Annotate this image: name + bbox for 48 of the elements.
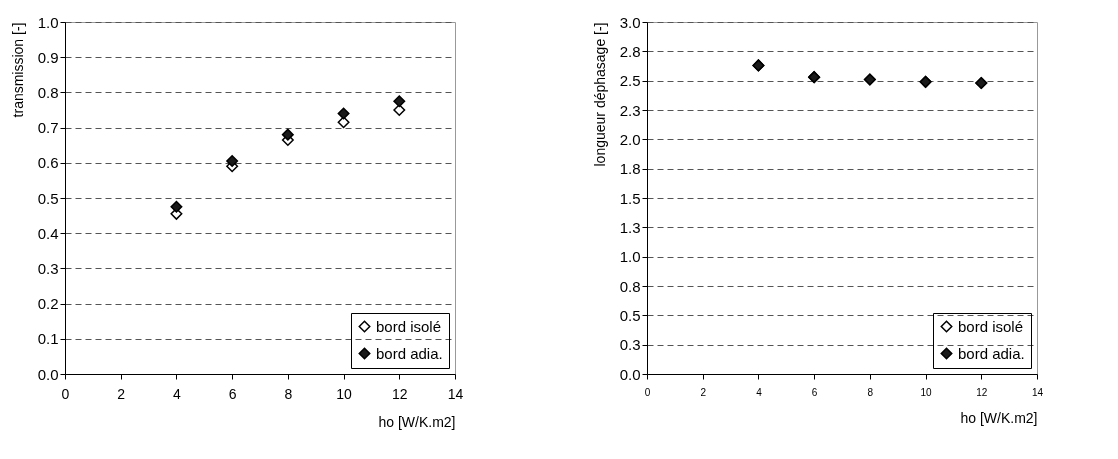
x-tick-label: 2: [117, 385, 126, 402]
y-tick-label: 0.9: [37, 48, 59, 66]
x-tick-label: 14: [1031, 386, 1044, 398]
x-tick-label: 12: [976, 386, 988, 398]
y-tick-label: 0.8: [37, 83, 59, 101]
y-tick-label: 2.5: [619, 72, 641, 90]
legend-label: bord isolé: [958, 317, 1024, 335]
y-tick-label: 2.8: [619, 42, 641, 60]
y-tick-label: 1.3: [619, 218, 641, 236]
legend-label: bord adia.: [958, 344, 1025, 362]
y-tick-label: 1.5: [619, 189, 641, 207]
y-tick-label: 1.0: [619, 248, 641, 266]
y-tick-label: 2.3: [619, 101, 641, 119]
y-tick-label: 3.0: [619, 13, 641, 31]
x-tick-label: 10: [336, 385, 353, 402]
legend-label: bord isolé: [376, 317, 442, 335]
y-tick-label: 0.0: [619, 365, 641, 383]
legend-label: bord adia.: [376, 344, 443, 362]
y-tick-label: 0.5: [37, 189, 59, 207]
y-tick-label: 0.4: [37, 224, 59, 242]
x-tick-label: 10: [920, 386, 933, 398]
y-tick-label: 1.8: [619, 160, 641, 178]
x-axis-title: ho [W/K.m2]: [960, 409, 1038, 426]
y-tick-label: 0.3: [37, 259, 59, 277]
y-axis-title: transmission [-]: [9, 22, 26, 118]
x-tick-label: 6: [228, 385, 237, 402]
y-tick-label: 0.3: [619, 336, 641, 354]
x-tick-label: 12: [392, 385, 408, 402]
y-tick-label: 0.7: [37, 119, 59, 137]
y-tick-label: 0.2: [37, 295, 59, 313]
x-tick-label: 4: [756, 386, 763, 398]
y-tick-label: 0.0: [37, 365, 59, 383]
x-tick-label: 0: [644, 386, 651, 398]
x-tick-label: 0: [61, 385, 70, 402]
x-tick-label: 8: [284, 385, 293, 402]
y-tick-label: 0.6: [37, 154, 59, 172]
x-tick-label: 4: [173, 385, 182, 402]
x-tick-label: 8: [867, 386, 874, 398]
y-axis-title: longueur déphasage [-]: [591, 22, 608, 167]
x-axis-title: ho [W/K.m2]: [378, 413, 456, 430]
x-tick-label: 6: [811, 386, 818, 398]
y-tick-label: 0.1: [37, 330, 59, 348]
x-tick-label: 2: [700, 386, 707, 398]
y-tick-label: 0.8: [619, 277, 641, 295]
y-tick-label: 2.0: [619, 130, 641, 148]
x-tick-label: 14: [447, 385, 464, 402]
y-tick-label: 0.5: [619, 306, 641, 324]
y-tick-label: 1.0: [37, 13, 59, 31]
